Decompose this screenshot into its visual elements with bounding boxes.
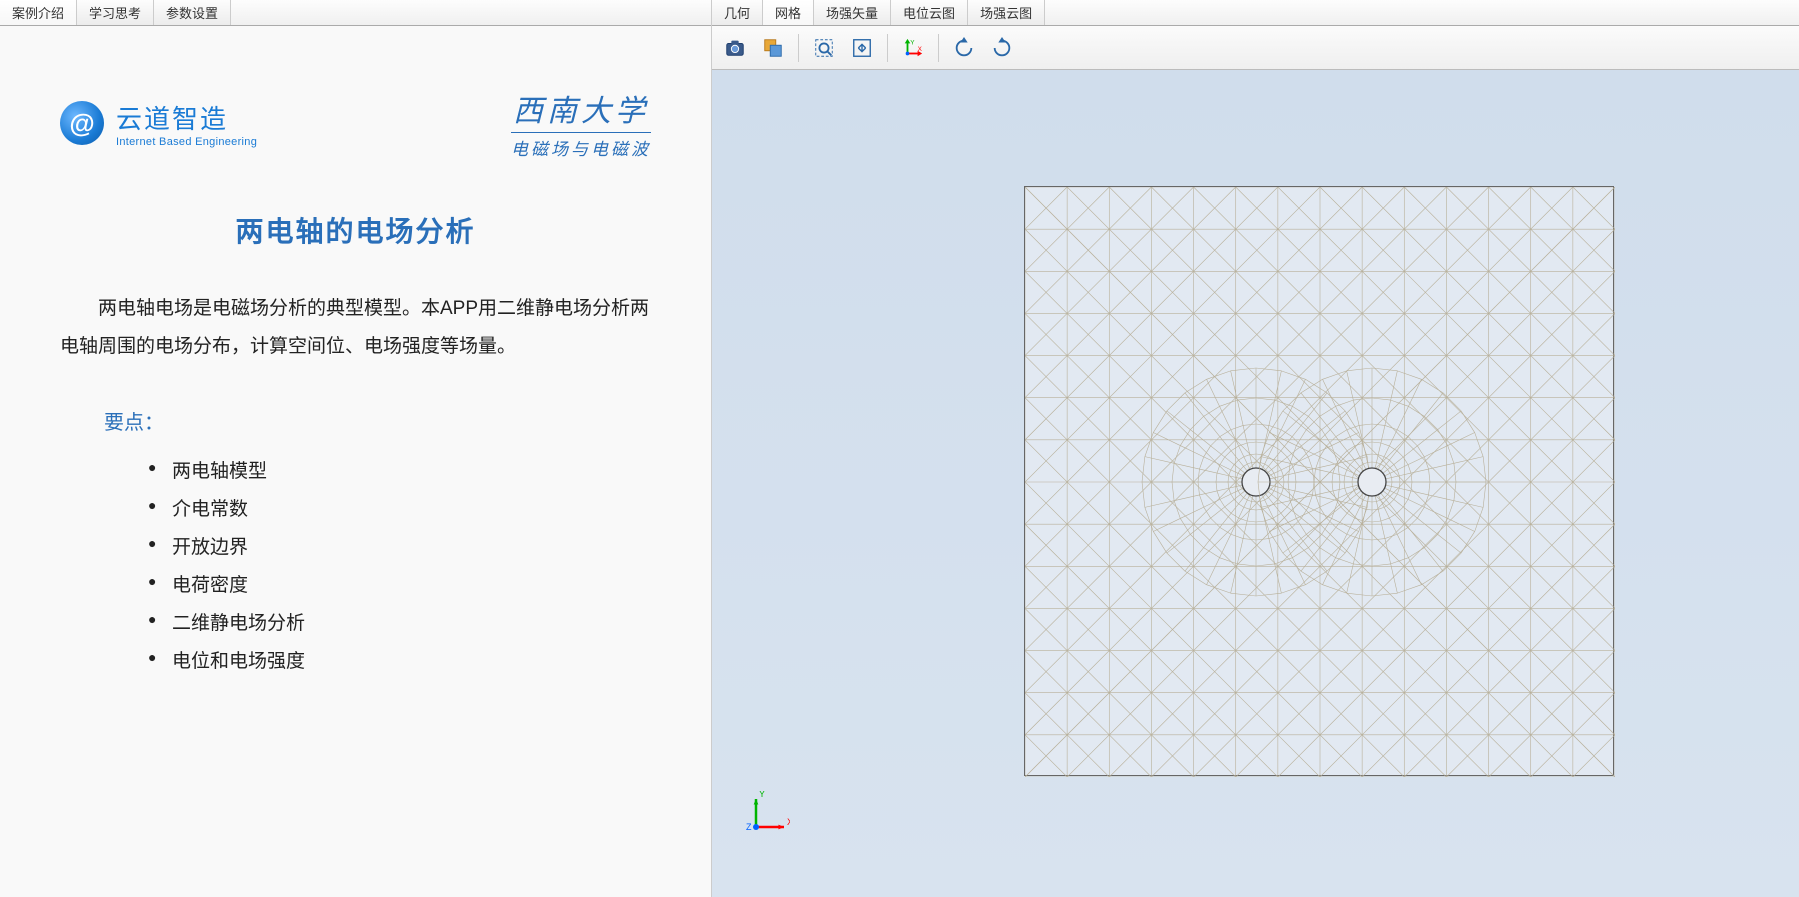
right-tab-4[interactable]: 场强云图 bbox=[968, 0, 1045, 25]
fit-icon[interactable] bbox=[845, 31, 879, 65]
left-tab-bar: 案例介绍学习思考参数设置 bbox=[0, 0, 711, 26]
university-name: 西南大学 bbox=[511, 86, 651, 133]
keypoint-item: 介电常数 bbox=[148, 491, 651, 529]
svg-text:Y: Y bbox=[759, 791, 765, 799]
keypoint-item: 二维静电场分析 bbox=[148, 605, 651, 643]
layers-icon[interactable] bbox=[756, 31, 790, 65]
left-tab-0[interactable]: 案例介绍 bbox=[0, 0, 77, 25]
left-content: @ 云道智造 Internet Based Engineering 西南大学 电… bbox=[0, 26, 711, 897]
left-panel: 案例介绍学习思考参数设置 @ 云道智造 Internet Based Engin… bbox=[0, 0, 712, 897]
description-text: 两电轴电场是电磁场分析的典型模型。本APP用二维静电场分析两电轴周围的电场分布，… bbox=[60, 290, 651, 366]
company-name: 云道智造 bbox=[116, 99, 257, 136]
right-tab-1[interactable]: 网格 bbox=[763, 0, 814, 25]
logo-row: @ 云道智造 Internet Based Engineering 西南大学 电… bbox=[60, 86, 651, 160]
company-logo: @ 云道智造 Internet Based Engineering bbox=[60, 99, 257, 148]
keypoint-item: 开放边界 bbox=[148, 529, 651, 567]
keypoint-item: 电荷密度 bbox=[148, 567, 651, 605]
rotate-cw-icon[interactable] bbox=[985, 31, 1019, 65]
viewport[interactable]: Y X Z bbox=[712, 70, 1799, 897]
left-tab-2[interactable]: 参数设置 bbox=[154, 0, 231, 25]
swirl-icon: @ bbox=[60, 101, 104, 145]
right-tab-2[interactable]: 场强矢量 bbox=[814, 0, 891, 25]
rotate-ccw-icon[interactable] bbox=[947, 31, 981, 65]
company-tagline: Internet Based Engineering bbox=[116, 136, 257, 148]
university-logo: 西南大学 电磁场与电磁波 bbox=[511, 86, 651, 160]
axes-icon[interactable]: YX bbox=[896, 31, 930, 65]
orientation-triad: Y X Z bbox=[742, 791, 790, 839]
right-tab-bar: 几何网格场强矢量电位云图场强云图 bbox=[712, 0, 1799, 26]
university-course: 电磁场与电磁波 bbox=[511, 135, 651, 160]
toolbar-separator bbox=[938, 34, 939, 62]
svg-text:X: X bbox=[787, 817, 790, 827]
keypoint-item: 两电轴模型 bbox=[148, 453, 651, 491]
toolbar-separator bbox=[887, 34, 888, 62]
svg-text:X: X bbox=[918, 45, 923, 52]
zoom-area-icon[interactable] bbox=[807, 31, 841, 65]
toolbar-separator bbox=[798, 34, 799, 62]
mesh-domain bbox=[1024, 186, 1614, 776]
right-panel: 几何网格场强矢量电位云图场强云图 YX YXZ bbox=[712, 0, 1799, 897]
keypoints-heading: 要点： bbox=[104, 406, 651, 435]
right-tab-3[interactable]: 电位云图 bbox=[891, 0, 968, 25]
viewport-toolbar: YX bbox=[712, 26, 1799, 70]
page-title: 两电轴的电场分析 bbox=[60, 210, 651, 250]
keypoint-item: 电位和电场强度 bbox=[148, 643, 651, 681]
camera-icon[interactable] bbox=[718, 31, 752, 65]
right-tab-0[interactable]: 几何 bbox=[712, 0, 763, 25]
svg-text:Z: Z bbox=[746, 822, 752, 832]
keypoints-list: 两电轴模型介电常数开放边界电荷密度二维静电场分析电位和电场强度 bbox=[148, 453, 651, 681]
svg-text:Y: Y bbox=[910, 39, 915, 46]
left-tab-1[interactable]: 学习思考 bbox=[77, 0, 154, 25]
